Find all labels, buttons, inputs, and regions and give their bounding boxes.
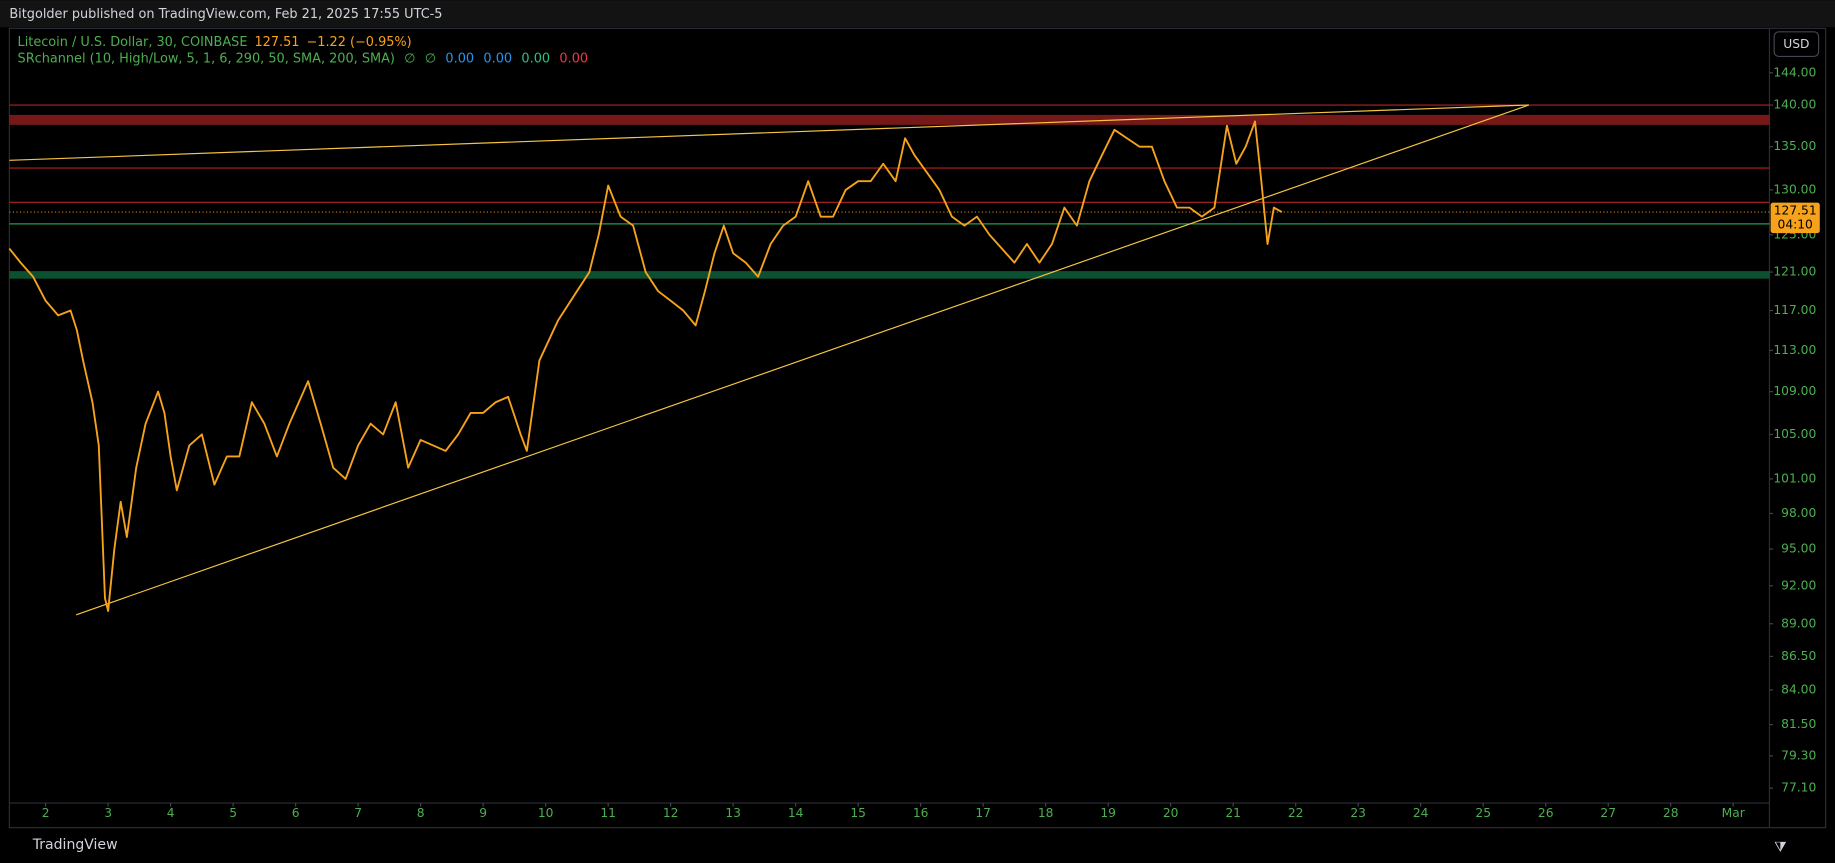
symbol: Litecoin / U.S. Dollar, 30, COINBASE bbox=[18, 35, 248, 50]
price-tag bbox=[1770, 202, 1820, 234]
x-tick-label: 12 bbox=[663, 806, 679, 820]
x-tick-label: 24 bbox=[1413, 806, 1429, 820]
indicator-value: ∅ bbox=[404, 51, 415, 66]
x-tick-label: 19 bbox=[1100, 806, 1116, 820]
x-tick-label: 8 bbox=[417, 806, 425, 820]
y-tick-label: 130.00 bbox=[1773, 182, 1816, 196]
brand-mark: ⧩ bbox=[1774, 840, 1787, 856]
zone bbox=[9, 114, 1770, 125]
y-tick-label: 140.00 bbox=[1773, 98, 1816, 112]
x-tick-label: 21 bbox=[1225, 806, 1241, 820]
chart-title: Bitgolder published on TradingView.com, … bbox=[9, 7, 442, 22]
y-tick-label: 89.00 bbox=[1781, 616, 1816, 630]
x-tick-label: 14 bbox=[788, 806, 804, 820]
brand: TradingView bbox=[32, 837, 118, 853]
price-change: −1.22 (−0.95%) bbox=[307, 35, 412, 50]
x-tick-label: 4 bbox=[167, 806, 175, 820]
y-tick-label: 98.00 bbox=[1781, 506, 1816, 520]
y-tick-label: 117.00 bbox=[1773, 303, 1816, 317]
x-tick-label: 18 bbox=[1038, 806, 1054, 820]
x-tick-label: 17 bbox=[975, 806, 991, 820]
zone bbox=[9, 271, 1770, 279]
y-tick-label: 95.00 bbox=[1781, 542, 1816, 556]
x-tick-label: 2 bbox=[42, 806, 50, 820]
y-tick-label: 101.00 bbox=[1773, 471, 1816, 485]
y-tick-label: 105.00 bbox=[1773, 427, 1816, 441]
x-tick-label: 3 bbox=[104, 806, 112, 820]
indicator-value: 0.00 bbox=[521, 51, 550, 66]
x-tick-label: 13 bbox=[725, 806, 741, 820]
x-tick-label: 25 bbox=[1475, 806, 1491, 820]
price-line-series bbox=[8, 120, 1283, 612]
y-tick-label: 84.00 bbox=[1781, 682, 1816, 696]
top-bar bbox=[0, 0, 1835, 28]
x-tick-label: Mar bbox=[1722, 806, 1746, 820]
x-tick-label: 26 bbox=[1538, 806, 1554, 820]
y-tick-label: 144.00 bbox=[1773, 65, 1816, 79]
indicator-value: 0.00 bbox=[483, 51, 512, 66]
chart-frame bbox=[8, 27, 1827, 829]
indicator: SRchannel (10, High/Low, 5, 1, 6, 290, 5… bbox=[18, 51, 395, 66]
indicator-value: 0.00 bbox=[559, 51, 588, 66]
x-tick-label: 23 bbox=[1350, 806, 1366, 820]
x-tick-label: 5 bbox=[229, 806, 237, 820]
last-price: 127.51 bbox=[254, 35, 299, 50]
x-tick-label: 16 bbox=[913, 806, 929, 820]
y-tick-label: 81.50 bbox=[1781, 717, 1816, 731]
trendline bbox=[9, 104, 1529, 161]
price-tag-value: 127.51 bbox=[1774, 203, 1817, 217]
indicator-value: ∅ bbox=[425, 51, 436, 66]
y-tick-label: 92.00 bbox=[1781, 578, 1816, 592]
x-tick-label: 15 bbox=[850, 806, 866, 820]
y-tick-label: 121.00 bbox=[1773, 265, 1816, 279]
y-tick-label: 77.10 bbox=[1781, 781, 1816, 795]
countdown: 04:10 bbox=[1778, 217, 1813, 231]
x-tick-label: 7 bbox=[354, 806, 362, 820]
x-tick-label: 22 bbox=[1288, 806, 1304, 820]
x-tick-label: 27 bbox=[1600, 806, 1616, 820]
trendline bbox=[75, 104, 1530, 616]
x-tick-label: 10 bbox=[538, 806, 554, 820]
y-tick-label: 135.00 bbox=[1773, 139, 1816, 153]
y-tick-label: 79.30 bbox=[1781, 748, 1816, 762]
x-tick-label: 6 bbox=[292, 806, 300, 820]
indicator-value: 0.00 bbox=[445, 51, 474, 66]
x-tick-label: 11 bbox=[600, 806, 616, 820]
y-tick-label: 86.50 bbox=[1781, 649, 1816, 663]
x-tick-label: 20 bbox=[1163, 806, 1179, 820]
x-tick-label: 28 bbox=[1663, 806, 1679, 820]
y-tick-label: 109.00 bbox=[1773, 384, 1816, 398]
currency-button[interactable] bbox=[1773, 31, 1820, 58]
y-tick-label: 113.00 bbox=[1773, 343, 1816, 357]
x-tick-label: 9 bbox=[479, 806, 487, 820]
currency[interactable]: USD bbox=[1783, 37, 1809, 51]
